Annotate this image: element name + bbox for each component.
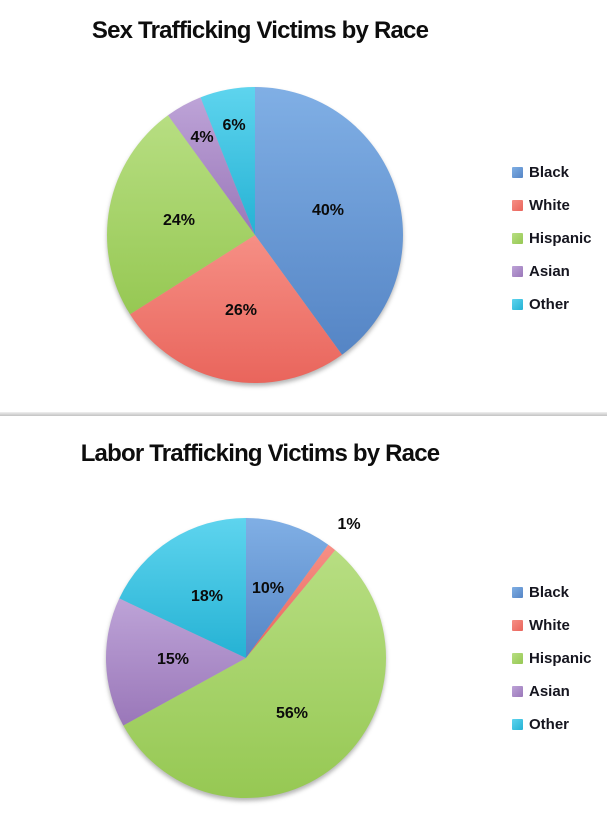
legend-label: White bbox=[529, 197, 570, 214]
chart-title-labor-trafficking: Labor Trafficking Victims by Race bbox=[80, 440, 440, 467]
slice-percent-label-white: 1% bbox=[337, 516, 361, 533]
pie-slice-other bbox=[200, 87, 255, 235]
legend-color-swatch-icon bbox=[512, 686, 523, 697]
slice-percent-label-hispanic: 56% bbox=[275, 705, 309, 722]
legend-color-swatch-icon bbox=[512, 299, 523, 310]
slice-percent-label-hispanic: 24% bbox=[162, 212, 196, 229]
legend-label: Asian bbox=[529, 683, 570, 700]
section-divider bbox=[0, 412, 607, 416]
legend-label: Other bbox=[529, 716, 570, 733]
sex-trafficking-pie-chart bbox=[107, 87, 403, 383]
pie-slice-hispanic bbox=[123, 550, 387, 799]
legend-color-swatch-icon bbox=[512, 620, 523, 631]
slice-percent-label-white: 26% bbox=[224, 302, 258, 319]
slice-percent-label-other: 6% bbox=[222, 117, 246, 134]
legend-color-swatch-icon bbox=[512, 233, 523, 244]
legend-item-asian: Asian bbox=[512, 255, 592, 288]
legend-color-swatch-icon bbox=[512, 200, 523, 211]
slice-percent-label-black: 40% bbox=[311, 202, 345, 219]
legend-color-swatch-icon bbox=[512, 167, 523, 178]
pie-slice-black bbox=[246, 518, 329, 658]
labor-trafficking-pie-chart bbox=[105, 518, 387, 799]
legend-item-black: Black bbox=[512, 156, 592, 189]
slice-percent-label-asian: 15% bbox=[156, 651, 190, 668]
slice-percent-label-asian: 4% bbox=[190, 129, 214, 146]
legend-item-hispanic: Hispanic bbox=[512, 642, 592, 675]
legend-item-asian: Asian bbox=[512, 675, 592, 708]
legend-item-hispanic: Hispanic bbox=[512, 222, 592, 255]
legend-label: White bbox=[529, 617, 570, 634]
legend-label: Black bbox=[529, 164, 570, 181]
legend-item-other: Other bbox=[512, 708, 592, 741]
legend-color-swatch-icon bbox=[512, 653, 523, 664]
chart-title-sex-trafficking: Sex Trafficking Victims by Race bbox=[91, 17, 429, 44]
legend-item-other: Other bbox=[512, 288, 592, 321]
legend-label: Hispanic bbox=[529, 650, 592, 667]
legend-label: Other bbox=[529, 296, 570, 313]
legend-color-swatch-icon bbox=[512, 266, 523, 277]
pie-slice-asian bbox=[105, 598, 246, 726]
legend-color-swatch-icon bbox=[512, 719, 523, 730]
legend-label: Asian bbox=[529, 263, 570, 280]
pie-slice-asian bbox=[168, 97, 255, 235]
legend-label: Hispanic bbox=[529, 230, 592, 247]
legend-label: Black bbox=[529, 584, 570, 601]
slice-percent-label-other: 18% bbox=[190, 588, 224, 605]
pie-slice-black bbox=[255, 87, 403, 355]
pie-slice-other bbox=[119, 518, 246, 658]
legend-color-swatch-icon bbox=[512, 587, 523, 598]
legend-item-white: White bbox=[512, 609, 592, 642]
legend-item-white: White bbox=[512, 189, 592, 222]
slice-percent-label-black: 10% bbox=[251, 580, 285, 597]
legend-item-black: Black bbox=[512, 576, 592, 609]
legend-sex-trafficking: Black White Hispanic Asian Other bbox=[512, 156, 592, 321]
pie-slice-white bbox=[246, 544, 336, 658]
pie-slice-white bbox=[130, 235, 342, 383]
pie-slice-hispanic bbox=[107, 115, 255, 315]
legend-labor-trafficking: Black White Hispanic Asian Other bbox=[512, 576, 592, 741]
